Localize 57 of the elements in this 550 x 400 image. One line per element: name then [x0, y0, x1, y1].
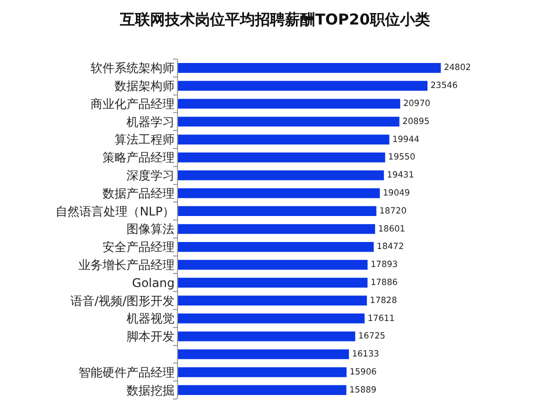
y-tick-label: 数据产品经理 — [102, 186, 175, 200]
y-tick-label: 机器学习 — [126, 114, 175, 129]
bar — [178, 134, 390, 144]
data-label: 18720 — [379, 206, 406, 216]
y-tick-label: 业务增长产品经理 — [78, 258, 175, 272]
chart-title: 互联网技术岗位平均招聘薪酬TOP20职位小类 — [119, 10, 430, 28]
data-label: 23546 — [430, 81, 458, 92]
bar — [178, 224, 376, 234]
y-tick-label: 策略产品经理 — [102, 150, 175, 165]
bar — [178, 349, 349, 360]
bar — [178, 314, 365, 324]
y-tick-label: 数据挖掘 — [126, 383, 175, 398]
data-label: 19431 — [386, 170, 414, 181]
data-label: 17611 — [368, 314, 395, 324]
bar — [178, 296, 367, 306]
y-tick-label: 机器视觉 — [126, 312, 175, 326]
bar — [178, 80, 428, 91]
data-label: 17828 — [370, 296, 398, 306]
y-tick-label: 自然语言处理（NLP） — [56, 204, 175, 218]
data-label: 20970 — [403, 99, 430, 110]
bar — [178, 170, 384, 180]
data-label: 24802 — [444, 63, 471, 74]
y-tick-label: 语音/视频/图形开发 — [70, 294, 175, 308]
y-tick-label: 深度学习 — [126, 168, 175, 183]
y-tick-label: 数据架构师 — [114, 79, 175, 94]
data-label: 17893 — [370, 260, 398, 270]
data-label: 15906 — [350, 367, 377, 378]
y-tick-label: 软件系统架构师 — [90, 61, 175, 76]
data-label: 15889 — [349, 385, 376, 396]
data-label: 19049 — [382, 188, 410, 199]
bar — [178, 367, 347, 378]
data-label: 18472 — [376, 242, 404, 252]
y-tick-label: 安全产品经理 — [102, 240, 175, 254]
y-tick-label: Golang — [132, 276, 175, 290]
data-label: 17886 — [370, 278, 398, 288]
bar — [178, 385, 346, 395]
y-tick-label: 商业化产品经理 — [90, 96, 175, 111]
data-label: 20895 — [402, 116, 430, 127]
y-tick-label: 智能硬件产品经理 — [78, 365, 175, 380]
bar — [178, 116, 400, 127]
bar — [178, 206, 376, 216]
bar — [178, 188, 380, 198]
data-label: 16725 — [358, 332, 386, 342]
bar — [178, 260, 368, 270]
bar — [178, 331, 356, 342]
data-label: 19944 — [392, 134, 420, 145]
bar — [178, 152, 386, 162]
y-tick-label: 图像算法 — [126, 222, 175, 236]
bar — [178, 98, 400, 109]
y-tick-label: 脚本开发 — [126, 330, 175, 344]
data-label: 18601 — [378, 224, 406, 234]
bar — [178, 242, 374, 252]
data-label: 19550 — [388, 152, 416, 163]
data-label: 16133 — [352, 350, 380, 360]
bar — [178, 278, 368, 288]
y-tick-label: 算法工程师 — [114, 132, 175, 147]
bar — [178, 63, 441, 73]
